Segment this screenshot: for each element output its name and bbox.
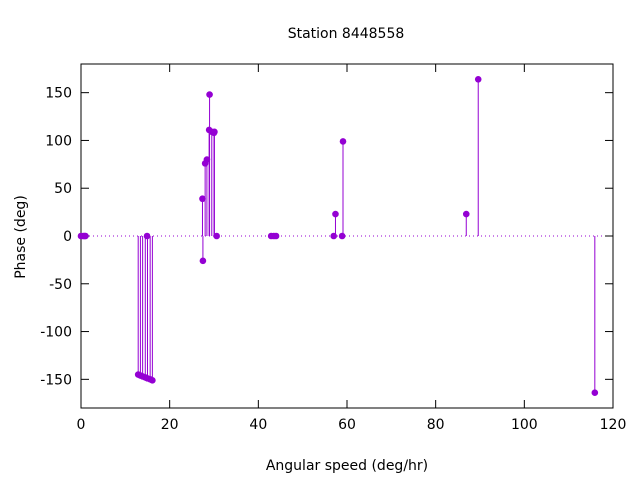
x-tick-label: 80	[427, 417, 445, 433]
data-point	[272, 232, 280, 240]
data-point	[82, 232, 89, 240]
ticks-layer: 0 20 40 60 80 100 120 -150 -100 -50 0 50 100 150	[40, 64, 626, 433]
x-tick-label: 120	[600, 417, 627, 433]
data-point	[332, 210, 339, 218]
data-point	[591, 389, 599, 397]
x-axis-title: Angular speed (deg/hr)	[266, 458, 428, 474]
marks-layer	[77, 75, 599, 397]
y-tick-label: -50	[49, 277, 72, 293]
data-point	[474, 75, 482, 83]
x-tick-label: 20	[161, 417, 179, 433]
data-point	[149, 376, 156, 384]
data-point	[213, 232, 220, 240]
data-point	[462, 210, 470, 218]
y-tick-label: 0	[63, 229, 72, 245]
y-tick-label: 50	[54, 181, 72, 197]
data-point	[199, 195, 206, 203]
data-point	[211, 128, 218, 136]
data-point	[330, 232, 338, 240]
y-tick-label: -100	[40, 325, 72, 341]
y-tick-label: 150	[45, 86, 72, 102]
x-tick-label: 60	[338, 417, 356, 433]
x-tick-label: 100	[511, 417, 538, 433]
x-tick-label: 0	[77, 417, 86, 433]
y-axis-title: Phase (deg)	[13, 195, 29, 279]
y-tick-label: -150	[40, 372, 72, 388]
data-point	[206, 91, 213, 98]
data-point	[203, 156, 211, 163]
data-point	[338, 232, 346, 240]
data-point	[199, 257, 207, 265]
y-tick-label: 100	[45, 133, 72, 149]
data-point	[339, 138, 347, 145]
x-tick-label: 40	[249, 417, 267, 433]
chart-title: Station 8448558	[288, 26, 405, 42]
